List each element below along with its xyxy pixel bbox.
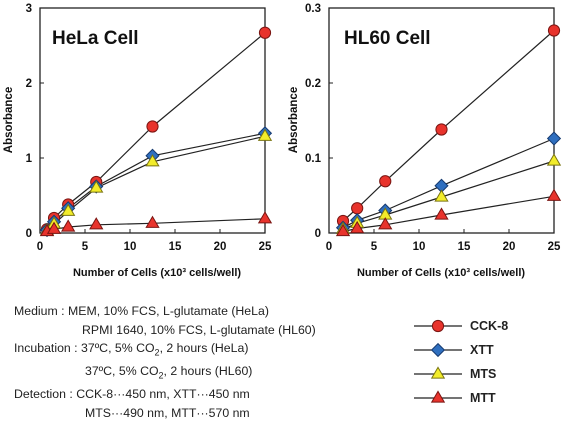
hl60-x-tick-label: 0 bbox=[326, 241, 332, 253]
hela-x-tick-label: 5 bbox=[82, 241, 89, 253]
medium-hela: MEM, 10% FCS, L-glutamate (HeLa) bbox=[68, 304, 269, 318]
hela-point-mtt bbox=[89, 217, 104, 230]
hela-point-mts bbox=[257, 128, 273, 141]
legend-label-mtt: MTT bbox=[470, 391, 496, 405]
hl60-chart-panel: HL60 Cell Absorbance Number of Cells (x1… bbox=[288, 3, 562, 279]
hela-x-ticks: 0 5 10 15 20 25 bbox=[37, 229, 272, 253]
hela-point-mts bbox=[61, 203, 76, 216]
hela-point-mts bbox=[145, 154, 160, 167]
hela-y-axis-label: Absorbance bbox=[3, 87, 15, 153]
hela-point-mtt bbox=[145, 215, 160, 228]
legend-label-xtt: XTT bbox=[470, 343, 494, 357]
chart-legend: CCK-8 XTT MTS MTT bbox=[410, 314, 550, 410]
hela-y-tick-label: 3 bbox=[26, 3, 32, 15]
legend-marker-shape bbox=[430, 390, 446, 403]
hl60-x-tick-label: 10 bbox=[413, 241, 426, 253]
hl60-x-ticks: 0 5 10 15 20 25 bbox=[326, 229, 561, 253]
legend-label-cck8: CCK-8 bbox=[470, 319, 509, 333]
detection-cck8-xtt: CCK-8···450 nm, XTT···450 nm bbox=[76, 387, 250, 402]
legend-marker-shape bbox=[430, 366, 446, 379]
incubation-hl60-b: , 2 hours (HL60) bbox=[163, 364, 253, 379]
hl60-x-tick-label: 15 bbox=[458, 241, 471, 253]
hl60-point-mtt bbox=[350, 220, 365, 234]
legend-marker-cck8 bbox=[414, 319, 462, 333]
hela-y-tick-label: 2 bbox=[26, 78, 32, 90]
hela-x-tick-label: 10 bbox=[124, 241, 137, 253]
hl60-y-tick-label: 0 bbox=[315, 228, 321, 240]
hela-series bbox=[39, 26, 273, 238]
hela-chart-panel: HeLa Cell Absorbance Number of Cells (x1… bbox=[3, 3, 273, 279]
hl60-x-axis-label: Number of Cells (x10³ cells/well) bbox=[357, 267, 525, 279]
hl60-point-mts bbox=[434, 189, 449, 202]
hl60-point-cck-8 bbox=[435, 123, 448, 136]
legend-marker-xtt bbox=[414, 342, 462, 358]
incubation-label: Incubation : bbox=[14, 341, 78, 356]
hl60-y-tick-label: 0.2 bbox=[305, 78, 321, 90]
hela-x-axis-label: Number of Cells (x10³ cells/well) bbox=[73, 267, 241, 279]
legend-item-xtt: XTT bbox=[410, 338, 550, 362]
incubation-hela-b: , 2 hours (HeLa) bbox=[159, 341, 249, 356]
hela-y-tick-label: 1 bbox=[26, 153, 33, 165]
co2-subscript: 2 bbox=[158, 370, 164, 381]
legend-marker-shape bbox=[430, 342, 446, 358]
detection-line-2: MTS···490 nm, MTT···570 nm bbox=[14, 404, 374, 422]
hl60-point-cck-8 bbox=[379, 175, 392, 188]
hl60-point-xtt bbox=[546, 131, 562, 146]
hl60-point-mts bbox=[546, 153, 562, 166]
hl60-y-ticks: 0 0.1 0.2 0.3 bbox=[305, 3, 333, 240]
legend-marker-mts bbox=[414, 366, 462, 379]
hl60-y-tick-label: 0.3 bbox=[305, 3, 321, 15]
medium-hl60: RPMI 1640, 10% FCS, L-glutamate (HL60) bbox=[82, 322, 316, 337]
hl60-point-mtt bbox=[434, 207, 449, 220]
hela-point-cck-8 bbox=[146, 120, 159, 133]
incubation-hl60-a: 37ºC, 5% CO bbox=[85, 364, 159, 379]
detection-mts-mtt: MTS···490 nm, MTT···570 nm bbox=[85, 405, 250, 420]
charts-area: HeLa Cell Absorbance Number of Cells (x1… bbox=[3, 3, 562, 279]
hela-point-mtt bbox=[46, 221, 62, 234]
legend-item-mtt: MTT bbox=[410, 386, 550, 410]
hl60-point-cck-8 bbox=[351, 202, 364, 215]
hela-point-mtt bbox=[61, 219, 76, 232]
hl60-chart-title: HL60 Cell bbox=[344, 28, 431, 49]
hl60-point-mtt bbox=[378, 217, 393, 230]
hl60-point-mtt bbox=[335, 223, 351, 237]
legend-item-cck8: CCK-8 bbox=[410, 314, 550, 338]
hela-point-cck-8 bbox=[258, 26, 272, 39]
legend-marker-shape bbox=[431, 319, 445, 333]
hela-x-tick-label: 0 bbox=[37, 241, 43, 253]
hela-point-mtt bbox=[257, 211, 273, 224]
hl60-x-tick-label: 5 bbox=[371, 241, 378, 253]
hl60-y-tick-label: 0.1 bbox=[305, 153, 322, 165]
hela-x-tick-label: 20 bbox=[214, 241, 227, 253]
hl60-x-tick-label: 25 bbox=[548, 241, 561, 253]
incubation-line-2: 37ºC, 5% CO2, 2 hours (HL60) bbox=[14, 362, 374, 385]
experiment-notes: Medium : MEM, 10% FCS, L-glutamate (HeLa… bbox=[14, 302, 374, 422]
legend-item-mts: MTS bbox=[410, 362, 550, 386]
hela-x-tick-label: 25 bbox=[259, 241, 272, 253]
hela-point-mts bbox=[89, 180, 104, 193]
hela-x-tick-label: 15 bbox=[169, 241, 182, 253]
hl60-y-axis-label: Absorbance bbox=[288, 87, 300, 153]
hl60-point-cck-8 bbox=[547, 24, 561, 37]
detection-label: Detection : bbox=[14, 387, 73, 402]
incubation-hela-a: 37ºC, 5% CO bbox=[81, 341, 155, 356]
hl60-point-mtt bbox=[546, 188, 562, 201]
medium-label: Medium : bbox=[14, 304, 65, 318]
co2-subscript: 2 bbox=[154, 347, 160, 358]
medium-line-2: RPMI 1640, 10% FCS, L-glutamate (HL60) bbox=[14, 321, 374, 340]
incubation-line-1: Incubation : 37ºC, 5% CO2, 2 hours (HeLa… bbox=[14, 339, 374, 362]
hl60-x-tick-label: 20 bbox=[503, 241, 516, 253]
detection-line-1: Detection : CCK-8···450 nm, XTT···450 nm bbox=[14, 385, 374, 404]
legend-label-mts: MTS bbox=[470, 367, 497, 381]
legend-marker-mtt bbox=[414, 390, 462, 403]
hela-chart-title: HeLa Cell bbox=[52, 28, 139, 49]
medium-line-1: Medium : MEM, 10% FCS, L-glutamate (HeLa… bbox=[14, 302, 374, 321]
hl60-series bbox=[335, 24, 562, 237]
hela-y-tick-label: 0 bbox=[26, 228, 32, 240]
